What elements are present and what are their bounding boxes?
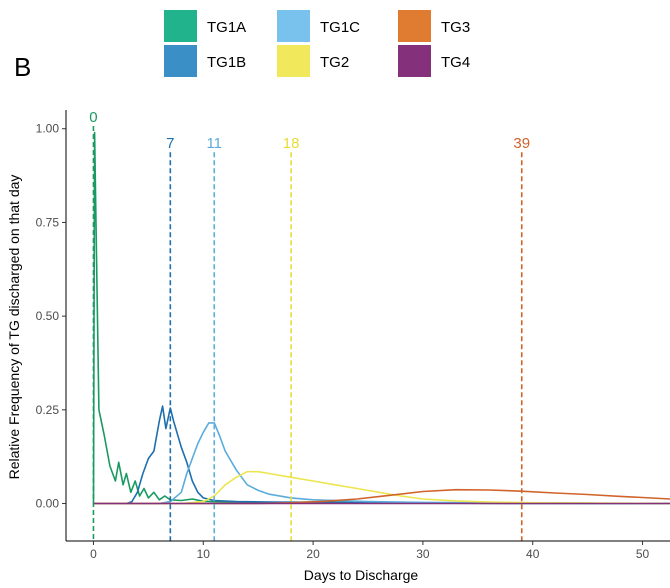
series-line-tg1c — [93, 422, 670, 505]
series-line-tg3 — [93, 488, 670, 505]
x-tick-label-30: 30 — [416, 547, 430, 561]
series-line-tg2 — [93, 470, 670, 505]
legend-swatch-tg1a — [164, 10, 197, 42]
x-axis-title: Days to Discharge — [304, 567, 419, 583]
y-tick-label-3: 0.75 — [36, 215, 60, 229]
x-tick-label-0: 0 — [90, 547, 97, 561]
x-tick-label-40: 40 — [526, 547, 540, 561]
series-line-tg1b — [93, 405, 670, 505]
panel-label: B — [14, 52, 31, 82]
legend-label-tg4: TG4 — [441, 54, 470, 71]
reference-lines: 0 7 11 18 39 — [89, 109, 530, 541]
legend-swatch-tg2 — [277, 45, 310, 77]
series-line-tg1a — [92, 131, 670, 505]
y-tick-label-0: 0.00 — [36, 497, 60, 511]
reference-label-39: 39 — [513, 135, 530, 152]
reference-label-11: 11 — [206, 135, 222, 152]
y-axis-title: Relative Frequency of TG discharged on t… — [6, 175, 22, 480]
x-tick-label-10: 10 — [197, 547, 211, 561]
legend: TG1A TG1B TG1C TG2 TG3 TG4 — [164, 10, 470, 77]
legend-swatch-tg1c — [277, 10, 310, 42]
x-tick-label-20: 20 — [306, 547, 320, 561]
legend-label-tg1c: TG1C — [320, 19, 360, 36]
y-tick-label-1: 0.25 — [36, 403, 60, 417]
series-lines — [92, 131, 670, 505]
reference-label-0: 0 — [89, 109, 97, 126]
axes: 0 10 20 30 40 50 0.00 0.25 0.50 0.75 1.00 — [36, 110, 670, 561]
legend-label-tg3: TG3 — [441, 19, 470, 36]
reference-label-18: 18 — [283, 135, 300, 152]
x-tick-label-50: 50 — [636, 547, 650, 561]
legend-swatch-tg3 — [398, 10, 431, 42]
reference-label-7: 7 — [166, 135, 174, 152]
legend-swatch-tg1b — [164, 45, 197, 77]
legend-label-tg2: TG2 — [320, 54, 349, 71]
y-tick-label-4: 1.00 — [36, 122, 60, 136]
legend-label-tg1a: TG1A — [207, 19, 246, 36]
y-tick-label-2: 0.50 — [36, 309, 60, 323]
legend-swatch-tg4 — [398, 45, 431, 77]
legend-label-tg1b: TG1B — [207, 54, 246, 71]
